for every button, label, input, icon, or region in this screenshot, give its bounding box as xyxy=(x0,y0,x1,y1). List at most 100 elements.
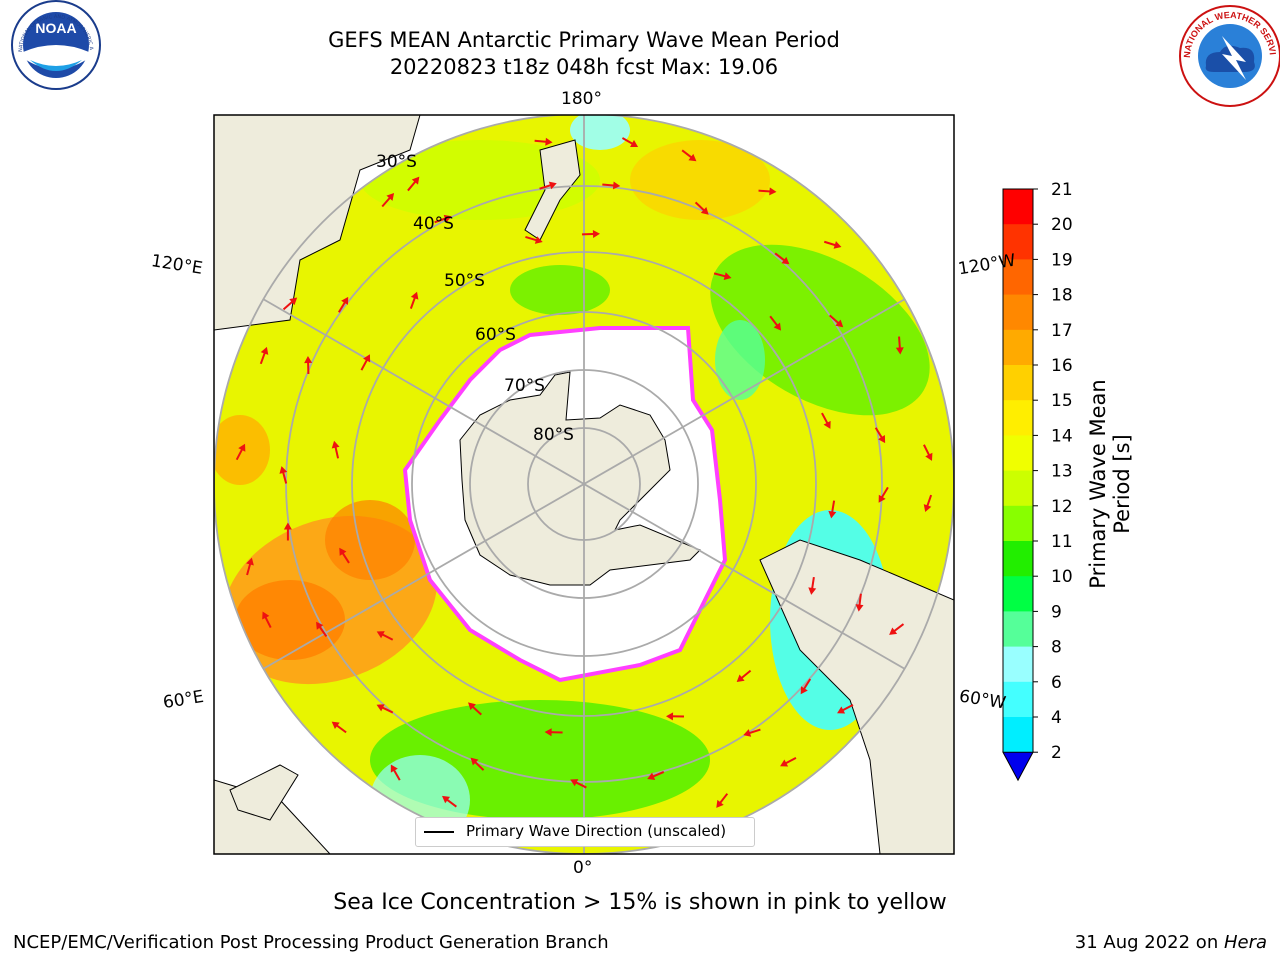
wave-arrow xyxy=(544,728,563,737)
wave-arrow xyxy=(468,702,482,716)
colorbar-segment xyxy=(1003,329,1033,366)
colorbar-tick-label: 9 xyxy=(1051,602,1062,622)
wave-arrow xyxy=(539,181,557,190)
wave-arrow xyxy=(808,576,817,595)
colorbar-extend-triangle xyxy=(1002,751,1034,782)
wave-arrow xyxy=(758,187,777,196)
wave-arrow xyxy=(828,500,837,519)
map-area xyxy=(214,115,954,854)
wave-arrow xyxy=(889,623,905,635)
date-stamp: 31 Aug 2022 on Hera xyxy=(1075,932,1267,953)
nws-logo-icon: NATIONAL WEATHER SERVICE xyxy=(0,0,1280,107)
wave-arrow xyxy=(874,427,886,444)
wave-arrow xyxy=(878,486,889,503)
colorbar-tick-label: 13 xyxy=(1051,462,1073,482)
colorbar-segment xyxy=(1003,435,1033,472)
wave-arrow xyxy=(434,214,452,224)
lat-label-30s: 30°S xyxy=(376,152,417,172)
colorbar: 21 20 19 18 17 16 15 14 13 12 11 10 9 8 6 4 2 xyxy=(1002,180,1073,782)
colorbar-segment xyxy=(1003,717,1033,753)
wave-arrow xyxy=(621,137,639,147)
wave-arrow xyxy=(442,795,457,808)
land-madagascar xyxy=(229,764,299,821)
wave-arrow xyxy=(681,149,697,162)
colorbar-tick-label: 20 xyxy=(1051,215,1073,235)
host-text: Hera xyxy=(1223,932,1267,953)
wave-arrow xyxy=(694,201,709,215)
colorbar-segment xyxy=(1003,294,1033,331)
wave-arrow xyxy=(736,669,752,683)
wave-arrow xyxy=(666,712,685,721)
colorbar-segment xyxy=(1003,400,1033,436)
colorbar-segment xyxy=(1003,224,1033,260)
colorbar-tick-label: 19 xyxy=(1051,250,1073,270)
wave-arrow xyxy=(713,272,732,281)
wave-arrow xyxy=(570,779,587,789)
lon-label-180: 180° xyxy=(561,89,602,109)
colorbar-segment xyxy=(1003,470,1033,507)
wave-arrow xyxy=(331,440,340,459)
colorbar-tick-label: 12 xyxy=(1051,497,1073,517)
colorbar-tick-label: 6 xyxy=(1051,673,1062,693)
colorbar-segment xyxy=(1003,541,1033,577)
lat-label-40s: 40°S xyxy=(413,214,454,234)
wave-arrow xyxy=(316,621,328,638)
colorbar-segment xyxy=(1003,365,1033,401)
wave-arrow xyxy=(470,757,485,771)
wave-arrow xyxy=(743,728,761,737)
graticule xyxy=(214,115,954,854)
wave-arrow xyxy=(774,252,790,265)
wave-arrow xyxy=(581,229,600,238)
lat-label-80s: 80°S xyxy=(533,425,574,445)
colorbar-tick-label: 8 xyxy=(1051,638,1062,658)
colorbar-tick-label: 11 xyxy=(1051,532,1073,552)
wave-arrow xyxy=(923,494,933,513)
wave-arrow xyxy=(534,137,553,146)
colorbar-segment xyxy=(1003,611,1033,648)
wave-arrow xyxy=(602,181,621,190)
wave-arrow xyxy=(235,443,246,461)
colorbar-tick-label: 17 xyxy=(1051,321,1073,341)
wave-arrow xyxy=(259,346,269,365)
wave-arrow xyxy=(390,764,401,781)
wave-arrow xyxy=(716,793,729,808)
wave-arrow xyxy=(769,315,782,331)
wave-arrow xyxy=(525,235,543,244)
wave-arrow xyxy=(246,557,254,576)
wave-arrow xyxy=(279,466,288,484)
wave-arrow xyxy=(823,240,842,249)
wave-arrow xyxy=(821,412,831,429)
wave-arrow xyxy=(262,611,272,628)
colorbar-tick-label: 18 xyxy=(1051,286,1073,306)
map-frame xyxy=(213,114,955,855)
land-antarctica xyxy=(459,371,701,586)
wave-arrow xyxy=(409,291,419,309)
colorbar-tick-label: 10 xyxy=(1051,567,1073,587)
lon-label-0: 0° xyxy=(573,858,593,878)
nws-ring-text: NATIONAL WEATHER SERVICE xyxy=(0,0,1278,58)
colorbar-tick-label: 14 xyxy=(1051,426,1073,446)
land-nz xyxy=(524,139,581,241)
wave-arrow xyxy=(923,444,933,461)
colorbar-segment xyxy=(1003,576,1033,612)
colorbar-segment xyxy=(1003,505,1033,542)
colorbar-tick-label: 2 xyxy=(1051,743,1062,763)
colorbar-tick-label: 16 xyxy=(1051,356,1073,376)
colorbar-label: Primary Wave Mean Period [s] xyxy=(1086,379,1134,589)
wave-arrow xyxy=(407,176,420,192)
wave-arrow xyxy=(895,336,904,355)
lat-label-70s: 70°S xyxy=(504,376,545,396)
wave-arrow xyxy=(381,192,395,208)
sea-ice-note: Sea Ice Concentration > 15% is shown in … xyxy=(333,890,947,915)
wave-arrow xyxy=(829,314,844,328)
colorbar-tick-label: 21 xyxy=(1051,180,1073,200)
legend-line-icon xyxy=(424,831,454,833)
credit-text: NCEP/EMC/Verification Post Processing Pr… xyxy=(13,932,609,953)
wave-arrow xyxy=(855,593,864,612)
legend-label: Primary Wave Direction (unscaled) xyxy=(466,822,727,840)
svg-text:NATIONAL WEATHER SERVICE: NATIONAL WEATHER SERVICE xyxy=(0,0,1278,58)
wave-arrow xyxy=(647,771,665,780)
lat-label-50s: 50°S xyxy=(444,271,485,291)
wave-arrow xyxy=(360,354,371,371)
